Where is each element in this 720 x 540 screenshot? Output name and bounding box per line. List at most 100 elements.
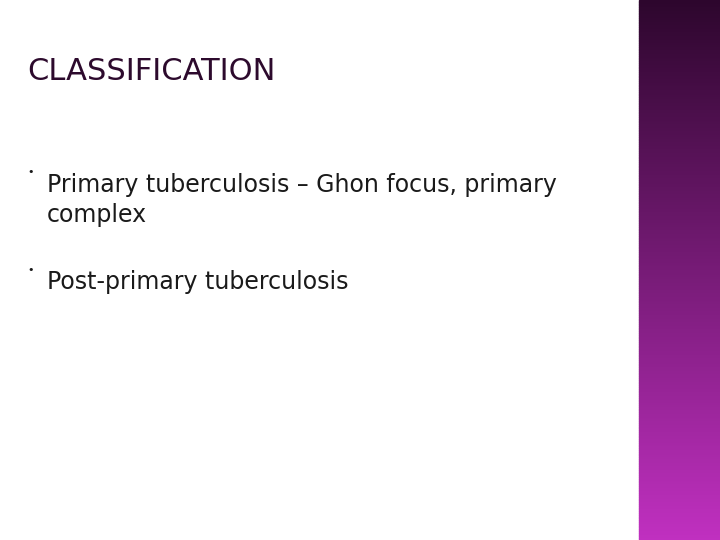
Bar xyxy=(639,528,720,529)
Bar xyxy=(639,479,720,481)
Bar xyxy=(639,455,720,457)
Bar xyxy=(639,52,720,54)
Bar xyxy=(639,18,720,20)
Bar xyxy=(639,452,720,454)
Bar xyxy=(639,416,720,417)
Bar xyxy=(639,54,720,56)
Bar xyxy=(639,88,720,90)
Bar xyxy=(639,470,720,471)
Bar xyxy=(639,171,720,173)
Bar xyxy=(639,486,720,488)
Bar xyxy=(639,245,720,247)
Bar xyxy=(639,211,720,212)
Bar xyxy=(639,525,720,528)
Bar xyxy=(639,86,720,88)
Bar xyxy=(639,282,720,285)
Bar xyxy=(639,471,720,474)
Bar xyxy=(639,491,720,493)
Bar xyxy=(639,390,720,393)
Bar xyxy=(639,173,720,174)
Bar xyxy=(639,511,720,513)
Bar xyxy=(639,353,720,355)
Bar xyxy=(639,158,720,160)
Bar xyxy=(639,274,720,275)
Bar xyxy=(639,464,720,466)
Bar xyxy=(639,333,720,335)
Bar xyxy=(639,410,720,412)
Bar xyxy=(639,335,720,336)
Bar xyxy=(639,198,720,200)
Bar xyxy=(639,85,720,86)
Bar xyxy=(639,5,720,7)
Bar xyxy=(639,266,720,268)
Bar xyxy=(639,518,720,520)
Bar xyxy=(639,373,720,374)
Bar xyxy=(639,515,720,517)
Bar xyxy=(639,65,720,66)
Bar xyxy=(639,376,720,378)
Bar xyxy=(639,164,720,166)
Bar xyxy=(639,177,720,178)
Bar xyxy=(639,72,720,74)
Bar xyxy=(639,320,720,322)
Bar xyxy=(639,398,720,400)
Bar xyxy=(639,393,720,394)
Bar xyxy=(639,407,720,409)
Bar xyxy=(639,394,720,396)
Bar xyxy=(639,178,720,180)
Bar xyxy=(639,238,720,239)
Bar xyxy=(639,20,720,22)
Bar xyxy=(639,239,720,241)
Bar xyxy=(639,99,720,101)
Bar xyxy=(639,362,720,363)
Bar xyxy=(639,133,720,135)
Bar xyxy=(639,454,720,455)
Bar xyxy=(639,243,720,245)
Bar xyxy=(639,299,720,301)
Bar xyxy=(639,146,720,147)
Bar xyxy=(639,22,720,23)
Bar xyxy=(639,509,720,511)
Bar xyxy=(639,194,720,196)
Bar xyxy=(639,463,720,464)
Bar xyxy=(639,4,720,5)
Bar xyxy=(639,428,720,430)
Bar xyxy=(639,259,720,261)
Bar xyxy=(639,474,720,475)
Bar xyxy=(639,506,720,508)
Bar xyxy=(639,191,720,193)
Bar xyxy=(639,423,720,425)
Bar xyxy=(639,56,720,58)
Bar xyxy=(639,63,720,65)
Bar xyxy=(639,119,720,120)
Bar xyxy=(639,306,720,308)
Bar xyxy=(639,366,720,367)
Bar xyxy=(639,378,720,380)
Bar xyxy=(639,277,720,279)
Bar xyxy=(639,301,720,302)
Bar xyxy=(639,466,720,468)
Bar xyxy=(639,481,720,482)
Bar xyxy=(639,522,720,524)
Bar xyxy=(639,297,720,299)
Bar xyxy=(639,450,720,452)
Text: •: • xyxy=(27,265,34,275)
Bar xyxy=(639,43,720,45)
Bar xyxy=(639,484,720,486)
Bar xyxy=(639,495,720,497)
Bar xyxy=(639,272,720,274)
Bar xyxy=(639,383,720,385)
Bar xyxy=(639,50,720,52)
Bar xyxy=(639,498,720,501)
Bar xyxy=(639,459,720,461)
Bar xyxy=(639,241,720,243)
Bar xyxy=(639,421,720,423)
Bar xyxy=(639,142,720,144)
Bar xyxy=(639,200,720,201)
Bar xyxy=(639,308,720,309)
Bar xyxy=(639,403,720,405)
Bar xyxy=(639,380,720,382)
Bar xyxy=(639,360,720,362)
Bar xyxy=(639,493,720,495)
Bar xyxy=(639,447,720,448)
